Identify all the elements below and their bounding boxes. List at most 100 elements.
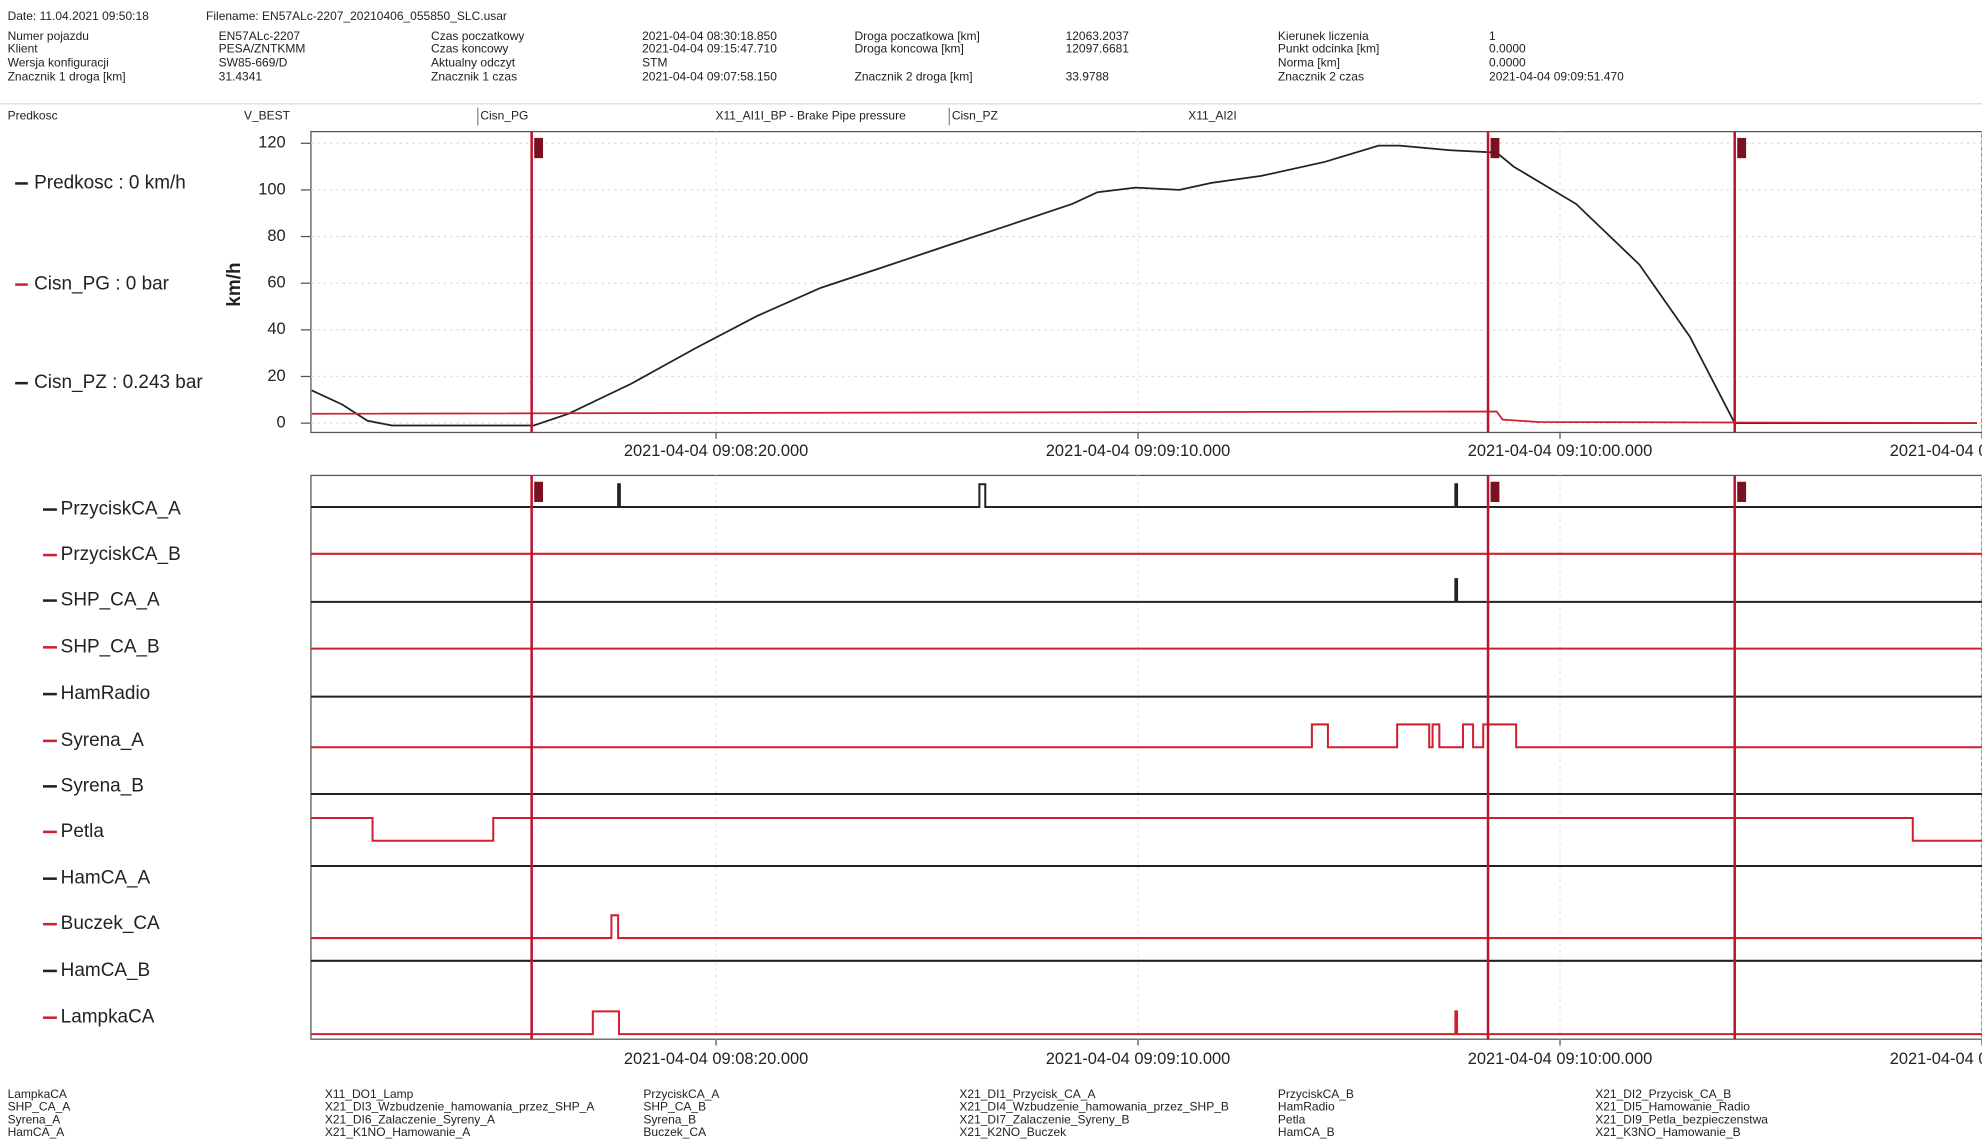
footer-cell: X21_DI7_Zalaczenie_Syreny_B — [959, 1112, 1129, 1126]
footer-cell: X21_DI5_Hamowanie_Radio — [1595, 1100, 1750, 1114]
signal-label: HamCA_B — [61, 960, 151, 981]
y-tick-label: 40 — [267, 320, 285, 338]
header-cell: 2021-04-04 09:15:47.710 — [642, 42, 777, 56]
legend-label: Cisn_PZ : 0.243 bar — [34, 372, 203, 393]
footer-cell: SHP_CA_B — [643, 1100, 706, 1114]
header-cell: Punkt odcinka [km] — [1278, 42, 1379, 56]
header-cell: 0.0000 — [1489, 42, 1526, 56]
footer-cell: X21_DI3_Wzbudzenie_hamowania_przez_SHP_A — [325, 1100, 594, 1114]
channel-name: Cisn_PG — [480, 109, 528, 123]
footer-cell: Syrena_B — [643, 1112, 696, 1126]
header-cell: Klient — [8, 42, 39, 56]
x-tick-label: 2021-04-04 09:10:50.000 — [1890, 1050, 1982, 1068]
header-cell: Znacznik 2 droga [km] — [854, 69, 972, 83]
footer-cell: SHP_CA_A — [8, 1100, 71, 1114]
plot-frame — [310, 474, 1982, 1040]
marker-flag — [1737, 481, 1747, 502]
footer-cell: X21_K2NO_Buczek — [959, 1125, 1067, 1139]
series-line — [310, 578, 1982, 603]
footer-cell: X21_DI1_Przycisk_CA_A — [959, 1087, 1095, 1101]
header-cell: STM — [642, 56, 667, 70]
header-cell: PESA/ZNTKMM — [219, 42, 306, 56]
date: Date: 11.04.2021 09:50:18 — [8, 9, 150, 23]
header-cell: 31.4341 — [219, 69, 263, 83]
header-cell: Czas koncowy — [431, 42, 508, 56]
y-axis-label: km/h — [224, 262, 245, 306]
signal-label: SHP_CA_A — [61, 590, 160, 611]
marker-flag — [1490, 137, 1500, 159]
x-tick-label: 2021-04-04 09:10:50.000 — [1890, 442, 1982, 460]
x-tick-label: 2021-04-04 09:10:00.000 — [1468, 442, 1652, 460]
channel-name: X11_AI1I_BP - Brake Pipe pressure — [715, 109, 906, 123]
signal-label: HamRadio — [61, 683, 151, 704]
signal-label: Syrena_A — [61, 730, 145, 751]
channel-name: V_BEST — [244, 109, 291, 123]
marker-flag — [1737, 137, 1747, 159]
series-line — [311, 410, 1977, 425]
header-cell: 33.9788 — [1066, 69, 1110, 83]
series-line — [310, 723, 1982, 749]
header-cell: Aktualny odczyt — [431, 56, 516, 70]
header-cell: Znacznik 1 droga [km] — [8, 69, 126, 83]
header-cell: Numer pojazdu — [8, 29, 89, 43]
header-cell: 2021-04-04 09:09:51.470 — [1489, 69, 1624, 83]
signal-label: PrzyciskCA_B — [61, 544, 181, 565]
header-cell: 12097.6681 — [1066, 42, 1130, 56]
legend-label: Cisn_PG : 0 bar — [34, 274, 169, 295]
x-tick-label: 2021-04-04 09:08:20.000 — [624, 442, 808, 460]
footer-cell: PrzyciskCA_B — [1278, 1087, 1354, 1101]
footer-cell: LampkaCA — [8, 1087, 67, 1101]
y-tick-label: 20 — [267, 367, 285, 385]
y-tick-label: 80 — [267, 227, 285, 245]
header-cell: 1 — [1489, 29, 1496, 43]
signal-label: Syrena_B — [61, 775, 144, 796]
footer-cell: X21_K3NO_Hamowanie_B — [1595, 1125, 1740, 1139]
footer-cell: HamRadio — [1278, 1100, 1335, 1114]
x-tick-label: 2021-04-04 09:08:20.000 — [624, 1050, 808, 1068]
signal-label: HamCA_A — [61, 868, 151, 889]
marker-flag — [534, 137, 544, 159]
footer-cell: Buczek_CA — [643, 1125, 706, 1139]
y-tick-label: 60 — [267, 274, 285, 292]
filename: Filename: EN57ALc-2207_20210406_055850_S… — [206, 9, 507, 23]
header-cell: Norma [km] — [1278, 56, 1340, 70]
series-line — [310, 816, 1982, 842]
footer-cell: X21_DI2_Przycisk_CA_B — [1595, 1087, 1731, 1101]
footer-cell: X21_K1NO_Hamowanie_A — [325, 1125, 470, 1139]
signal-label: Buczek_CA — [61, 913, 160, 934]
footer-cell: Syrena_A — [8, 1112, 61, 1126]
footer-cell: X21_DI4_Wzbudzenie_hamowania_przez_SHP_B — [959, 1100, 1228, 1114]
header-cell: Droga koncowa [km] — [854, 42, 963, 56]
channel-name: Predkosc — [8, 109, 58, 123]
channel-name: Cisn_PZ — [952, 109, 998, 123]
header-cell: Znacznik 2 czas — [1278, 69, 1364, 83]
footer-cell: X11_DO1_Lamp — [325, 1087, 414, 1101]
plot-frame — [310, 130, 1982, 434]
y-tick-label: 120 — [258, 134, 285, 152]
signal-label: LampkaCA — [61, 1007, 155, 1028]
signal-label: SHP_CA_B — [61, 636, 160, 657]
header-cell: 0.0000 — [1489, 56, 1526, 70]
marker-flag — [1490, 481, 1500, 502]
y-tick-label: 100 — [258, 180, 285, 198]
series-line — [310, 1010, 1982, 1036]
x-tick-label: 2021-04-04 09:10:00.000 — [1468, 1050, 1652, 1068]
header-cell: Droga poczatkowa [km] — [854, 29, 979, 43]
footer-cell: X21_DI9_Petla_bezpieczenstwa — [1595, 1112, 1768, 1126]
footer-cell: HamCA_A — [8, 1125, 65, 1139]
header-cell: SW85-669/D — [219, 56, 288, 70]
signal-label: PrzyciskCA_A — [61, 499, 181, 520]
x-tick-label: 2021-04-04 09:09:10.000 — [1046, 1050, 1230, 1068]
header-cell: Kierunek liczenia — [1278, 29, 1369, 43]
series-line — [311, 144, 1977, 427]
signal-label: Petla — [61, 821, 105, 842]
legend-label: Predkosc : 0 km/h — [34, 172, 186, 193]
header-cell: 2021-04-04 08:30:18.850 — [642, 29, 777, 43]
header-cell: Czas poczatkowy — [431, 29, 524, 43]
y-tick-label: 0 — [277, 413, 286, 431]
series-line — [310, 483, 1982, 509]
header-cell: Znacznik 1 czas — [431, 69, 517, 83]
header-cell: Wersja konfiguracji — [8, 56, 109, 70]
header-cell: 12063.2037 — [1066, 29, 1130, 43]
